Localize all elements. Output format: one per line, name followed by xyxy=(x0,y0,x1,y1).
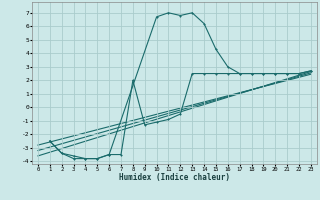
X-axis label: Humidex (Indice chaleur): Humidex (Indice chaleur) xyxy=(119,173,230,182)
